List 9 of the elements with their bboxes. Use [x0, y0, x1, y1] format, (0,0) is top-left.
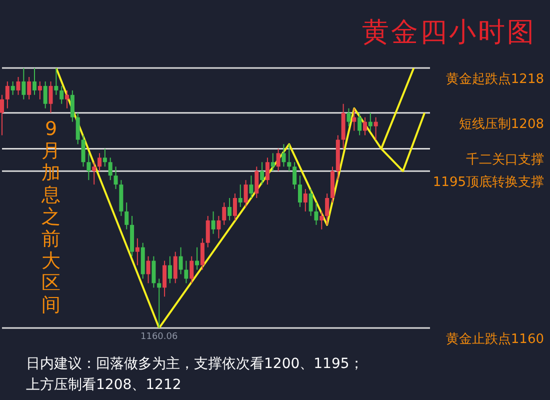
text: 日内建议：回落做多为主，支撑依次看1200、1195； — [26, 355, 364, 374]
ref-line-label: 1195顶底转换支撑 — [432, 175, 544, 190]
ref-line-label: 黄金起跌点1218 — [446, 72, 544, 87]
annotation: 1160.06 — [140, 332, 178, 342]
chart-title: 黄金四小时图 — [362, 16, 536, 50]
ref-line-label: 千二关口支撑 — [466, 152, 544, 168]
text: 上方压制看1208、1212 — [26, 376, 182, 395]
ref-line-label: 黄金止跌点1160 — [446, 332, 544, 347]
ref-line-label: 短线压制1208 — [458, 116, 544, 132]
